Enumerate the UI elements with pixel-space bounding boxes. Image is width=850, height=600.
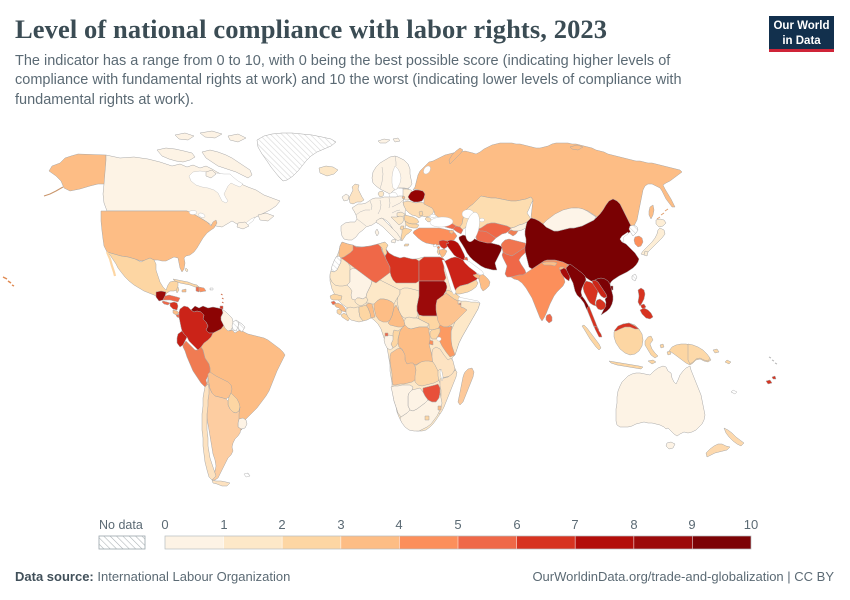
svg-text:10: 10 (744, 517, 758, 532)
svg-text:2: 2 (278, 517, 285, 532)
svg-text:4: 4 (395, 517, 402, 532)
svg-text:3: 3 (337, 517, 344, 532)
svg-text:5: 5 (454, 517, 461, 532)
svg-text:No data: No data (99, 518, 143, 532)
svg-text:9: 9 (688, 517, 695, 532)
svg-text:6: 6 (513, 517, 520, 532)
svg-text:7: 7 (571, 517, 578, 532)
svg-text:1: 1 (220, 517, 227, 532)
svg-text:8: 8 (630, 517, 637, 532)
svg-text:0: 0 (161, 517, 168, 532)
